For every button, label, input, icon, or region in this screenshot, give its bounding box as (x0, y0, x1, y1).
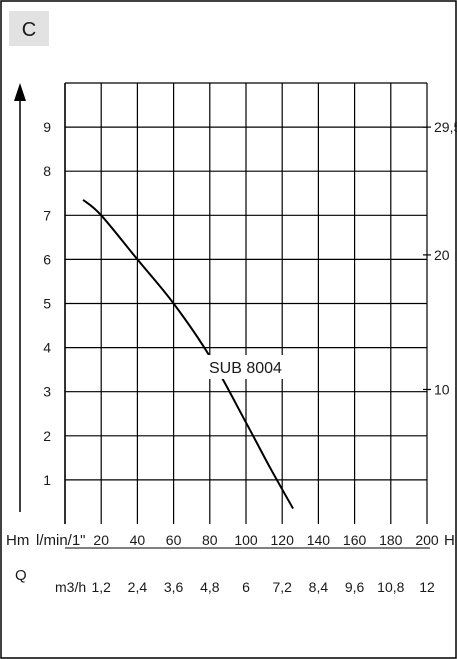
x2-tick-label: 6 (242, 579, 250, 595)
x-tick-label: 160 (343, 532, 367, 548)
y-axis-arrow-icon (14, 83, 26, 101)
y-tick-label: 6 (43, 251, 51, 267)
y-tick-label: 9 (43, 119, 51, 135)
x2-tick-label: 2,4 (128, 579, 148, 595)
x2-tick-label: 8,4 (309, 579, 329, 595)
x-tick-label: 60 (166, 532, 182, 548)
q-label: Q (15, 567, 27, 584)
x-tick-label: 80 (202, 532, 218, 548)
y-tick-label: 8 (43, 163, 51, 179)
series-line-sub-8004 (82, 199, 294, 510)
panel-label-box (9, 11, 49, 46)
x2-tick-label: 3,6 (164, 579, 184, 595)
x2-tick-label: 7,2 (272, 579, 292, 595)
panel-label: C (22, 19, 36, 41)
y-right-tick-label: 10 (434, 381, 450, 397)
x2-tick-label: 9,6 (345, 579, 365, 595)
grid-lines (64, 82, 428, 524)
x-tick-label: 40 (130, 532, 146, 548)
x-tick-label: 20 (93, 532, 109, 548)
y-tick-label: 2 (43, 428, 51, 444)
y-tick-label: 3 (43, 384, 51, 400)
x-tick-label: 180 (379, 532, 403, 548)
x-unit-label: l/min/1" (36, 532, 86, 549)
x-tick-label: 120 (271, 532, 295, 548)
series-layer: SUB 8004 (82, 199, 313, 510)
y-right-tick-label: 29,5 (434, 119, 457, 135)
x-tick-label: 140 (307, 532, 331, 548)
y-right-tick-label: 20 (434, 247, 450, 263)
x2-tick-label: 4,8 (200, 579, 220, 595)
y-tick-label: 5 (43, 296, 51, 312)
series-label: SUB 8004 (209, 360, 282, 377)
x-tick-label: 100 (234, 532, 258, 548)
x2-tick-label: 10,8 (377, 579, 404, 595)
x-tick-label: 200 (415, 532, 439, 548)
y-tick-label: 1 (43, 472, 51, 488)
y-tick-label: 7 (43, 207, 51, 223)
y-tick-label: 4 (43, 340, 51, 356)
x2-tick-label: 1,2 (91, 579, 111, 595)
x2-tick-label: 12 (419, 579, 435, 595)
series-label-background (203, 355, 313, 379)
y-right-axis-label: H (444, 532, 455, 549)
y-axis-label: Hm (6, 532, 29, 549)
x2-unit-label: m3/h (55, 579, 86, 595)
